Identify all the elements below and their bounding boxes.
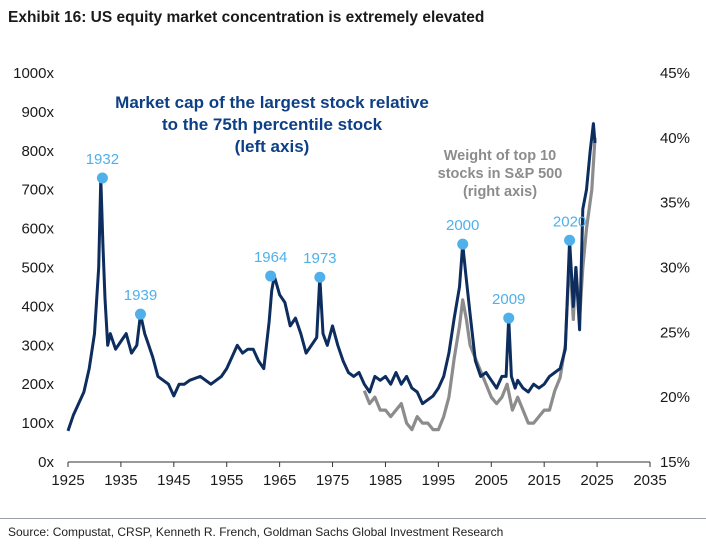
peak-label: 1939 [124, 287, 157, 304]
y-left-tick-label: 700x [21, 182, 54, 199]
y-right-tick-label: 40% [660, 130, 690, 147]
peak-marker [314, 271, 326, 283]
peak-label: 2009 [492, 291, 525, 308]
series-largest-stock-ratio-line [66, 122, 597, 432]
x-tick-label: 1955 [210, 472, 243, 489]
y-left-tick-label: 100x [21, 415, 54, 432]
source-divider [0, 518, 706, 519]
y-right-tick-label: 45% [660, 65, 690, 82]
y-left-tick-label: 300x [21, 337, 54, 354]
peak-marker [564, 234, 576, 246]
peak-label: 1973 [303, 250, 336, 267]
y-left-tick-label: 600x [21, 221, 54, 238]
y-right-tick-label: 35% [660, 195, 690, 212]
chart-axes: 1925 1935 1945 1955 1965 1975 1985 1995 2005 2015… [13, 65, 690, 489]
x-tick-label: 1935 [104, 472, 137, 489]
y-left-tick-label: 0x [38, 454, 54, 471]
y-left-tick-label: 1000x [13, 65, 54, 82]
x-tick-label: 1975 [316, 472, 349, 489]
x-tick-label: 1985 [369, 472, 402, 489]
x-tick-label: 2025 [580, 472, 613, 489]
exhibit-title: Exhibit 16: US equity market concentrati… [8, 9, 485, 26]
peak-marker [265, 270, 277, 282]
x-tick-label: 2035 [633, 472, 666, 489]
y-left-tick-label: 800x [21, 143, 54, 160]
x-tick-label: 2015 [527, 472, 560, 489]
chart-peak-markers: 1932 1939 1964 1973 2000 2009 2020 [86, 151, 586, 324]
peak-marker [503, 312, 515, 324]
y-right-tick-label: 25% [660, 324, 690, 341]
gray-series-annotation-line: stocks in S&P 500 [438, 166, 563, 182]
x-tick-label: 1995 [422, 472, 455, 489]
gray-series-annotation-line: (right axis) [463, 184, 537, 200]
y-left-tick-label: 200x [21, 376, 54, 393]
peak-label: 2000 [446, 217, 479, 234]
navy-series-annotation-line: Market cap of the largest stock relative [115, 93, 429, 112]
y-right-tick-label: 20% [660, 389, 690, 406]
gray-series-annotation-line: Weight of top 10 [444, 148, 557, 164]
x-tick-label: 1965 [263, 472, 296, 489]
chart-series [66, 122, 597, 432]
chart-annotations: Market cap of the largest stock relative… [115, 93, 562, 200]
peak-label: 1932 [86, 151, 119, 168]
peak-label: 2020 [553, 213, 586, 230]
y-left-tick-label: 900x [21, 104, 54, 121]
x-tick-label: 1945 [157, 472, 190, 489]
peak-marker [134, 308, 146, 320]
peak-label: 1964 [254, 249, 287, 266]
x-tick-label: 1925 [51, 472, 84, 489]
x-tick-label: 2005 [475, 472, 508, 489]
peak-marker [96, 172, 108, 184]
y-right-tick-label: 15% [660, 454, 690, 471]
y-left-tick-label: 400x [21, 298, 54, 315]
y-left-tick-label: 500x [21, 260, 54, 277]
y-right-tick-label: 30% [660, 260, 690, 277]
navy-series-annotation-line: (left axis) [235, 137, 310, 156]
source-note: Source: Compustat, CRSP, Kenneth R. Fren… [8, 525, 504, 539]
navy-series-annotation-line: to the 75th percentile stock [162, 115, 383, 134]
peak-marker [457, 238, 469, 250]
